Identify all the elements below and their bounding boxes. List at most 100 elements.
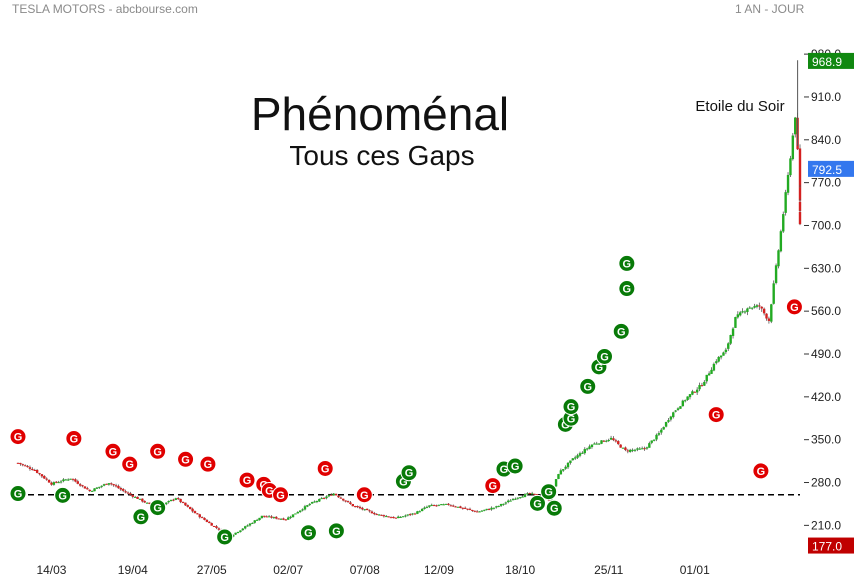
candle-body [521, 496, 524, 498]
candle-body [332, 493, 335, 496]
candle-body [600, 440, 603, 444]
candle-body [428, 505, 431, 507]
gap-marker-red [121, 455, 139, 473]
blue-price-tag [808, 160, 854, 177]
x-tick-label: 27/05 [197, 563, 227, 577]
candle-body [504, 502, 508, 504]
candle-body [248, 523, 252, 526]
candle-body [52, 482, 56, 485]
candle-body [397, 516, 400, 519]
candle-body [399, 516, 402, 518]
last-price-tag-label: 968.9 [812, 55, 842, 69]
candle-body [566, 462, 570, 468]
candle-body [645, 447, 649, 449]
candle-body [741, 311, 744, 313]
candle-body [660, 429, 663, 433]
candle-body [385, 516, 388, 518]
candle-body [495, 506, 498, 508]
candle-body [614, 440, 618, 442]
candle-body [657, 433, 661, 435]
gap-marker-green-label: G [567, 413, 576, 425]
candle-body [724, 349, 728, 353]
candle-body [739, 312, 742, 316]
gap-marker-red [484, 477, 502, 495]
y-tick-label: 280.0 [811, 476, 841, 490]
candle-body [251, 522, 254, 524]
gap-marker-green [299, 524, 317, 542]
candle-body [430, 504, 433, 506]
candle-body [287, 517, 290, 520]
candle-body [487, 509, 491, 511]
candle-body [346, 501, 350, 503]
period-label: 1 AN - JOUR [735, 2, 805, 16]
candle-body [602, 440, 606, 442]
gap-marker-red-label: G [712, 410, 721, 422]
candle-body [743, 311, 747, 313]
candle-body [90, 490, 94, 492]
candle-body [344, 500, 347, 502]
candle-body [444, 503, 448, 505]
candle-body [200, 517, 204, 519]
candle-body [681, 400, 685, 407]
gap-marker-red-label: G [276, 490, 285, 502]
gap-marker-green-label: G [533, 498, 542, 510]
candle-body [308, 503, 311, 505]
gap-marker-green-label: G [623, 284, 632, 296]
candle-body [727, 343, 730, 349]
gap-marker-green [596, 347, 613, 365]
candle-body [239, 530, 242, 533]
candle-body [468, 508, 472, 510]
candle-body [88, 489, 91, 492]
candle-body [485, 508, 488, 510]
candle-body [432, 505, 436, 507]
candle-body [669, 416, 673, 420]
candle-body [442, 504, 445, 506]
candle-body [528, 492, 531, 494]
x-tick-label: 12/09 [424, 563, 454, 577]
candle-body [562, 469, 565, 471]
candle-body [686, 396, 689, 400]
candle-body [672, 412, 675, 418]
candle-body [581, 452, 584, 454]
candle-body [717, 357, 720, 362]
candle-body [404, 515, 407, 517]
candle-body [100, 485, 103, 487]
x-axis: 14/03 19/04 27/05 02/07 07/08 12/09 18/10 25/11… [36, 563, 710, 577]
candle-body [626, 450, 630, 452]
candle-body [423, 507, 426, 509]
candle-body [339, 497, 343, 499]
candle-body [322, 497, 326, 499]
candle-body [193, 511, 197, 514]
candle-body [707, 373, 711, 376]
candle-body [691, 391, 694, 395]
gap-marker-red-label: G [204, 459, 213, 471]
candle-body [138, 498, 142, 500]
candle-body [353, 506, 357, 508]
gap-marker-green [562, 398, 580, 416]
candle-body [55, 481, 58, 483]
gap-marker-green [579, 377, 597, 395]
candle-body [263, 515, 266, 517]
gap-marker-red [785, 298, 803, 316]
candle-body [401, 516, 405, 518]
gap-marker-red-label: G [790, 302, 799, 314]
gap-marker-green [400, 464, 418, 482]
y-tick-label: 700.0 [811, 218, 841, 232]
candle-body [131, 494, 134, 497]
candle-body [74, 479, 77, 482]
candle-body [631, 449, 634, 451]
candle-body [95, 487, 99, 489]
gap-marker-green-label: G [14, 489, 23, 501]
candle-body [794, 117, 797, 135]
candle-body [133, 496, 137, 498]
candle-body [186, 505, 189, 507]
candle-body [638, 448, 641, 450]
gap-marker-red-label: G [14, 432, 23, 444]
low-price-tag-label: 177.0 [812, 540, 842, 554]
candle-body [416, 511, 419, 514]
candle-body [368, 510, 371, 512]
annotation-etoile-du-soir: Etoile du Soir [695, 98, 784, 115]
candle-body [693, 391, 696, 393]
